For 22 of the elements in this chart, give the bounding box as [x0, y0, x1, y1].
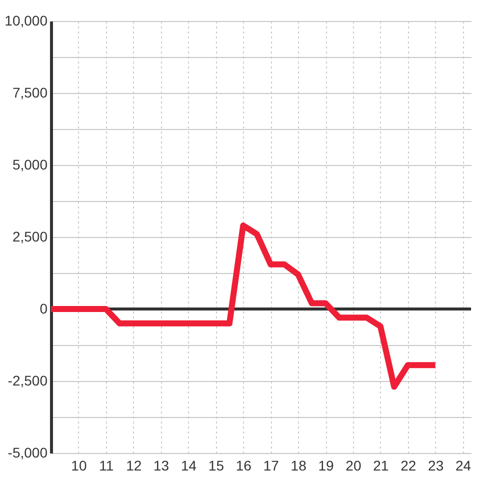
- y-tick-label: -5,000: [8, 444, 48, 460]
- x-tick-label: 16: [236, 458, 252, 474]
- y-tick-label: 0: [40, 300, 48, 316]
- x-tick-label: 24: [455, 458, 472, 474]
- x-tick-label: 23: [428, 458, 444, 474]
- x-tick-label: 20: [346, 458, 362, 474]
- y-tick-label: 7,500: [12, 84, 48, 100]
- x-tick-label: 11: [99, 458, 114, 474]
- y-tick-label: 5,000: [12, 156, 48, 172]
- x-tick-label: 21: [373, 458, 389, 474]
- y-tick-label: 10,000: [4, 12, 48, 28]
- x-tick-label: 13: [154, 458, 170, 474]
- x-tick-label: 15: [208, 458, 224, 474]
- x-tick-label: 22: [400, 458, 416, 474]
- y-tick-label: -2,500: [8, 372, 48, 388]
- x-tick-label: 12: [126, 458, 142, 474]
- x-tick-label: 10: [71, 458, 87, 474]
- y-tick-label: 2,500: [12, 228, 48, 244]
- x-tick-label: 17: [263, 458, 280, 474]
- x-tick-label: 19: [318, 458, 334, 474]
- x-tick-label: 18: [290, 458, 307, 474]
- x-tick-label: 14: [180, 458, 197, 474]
